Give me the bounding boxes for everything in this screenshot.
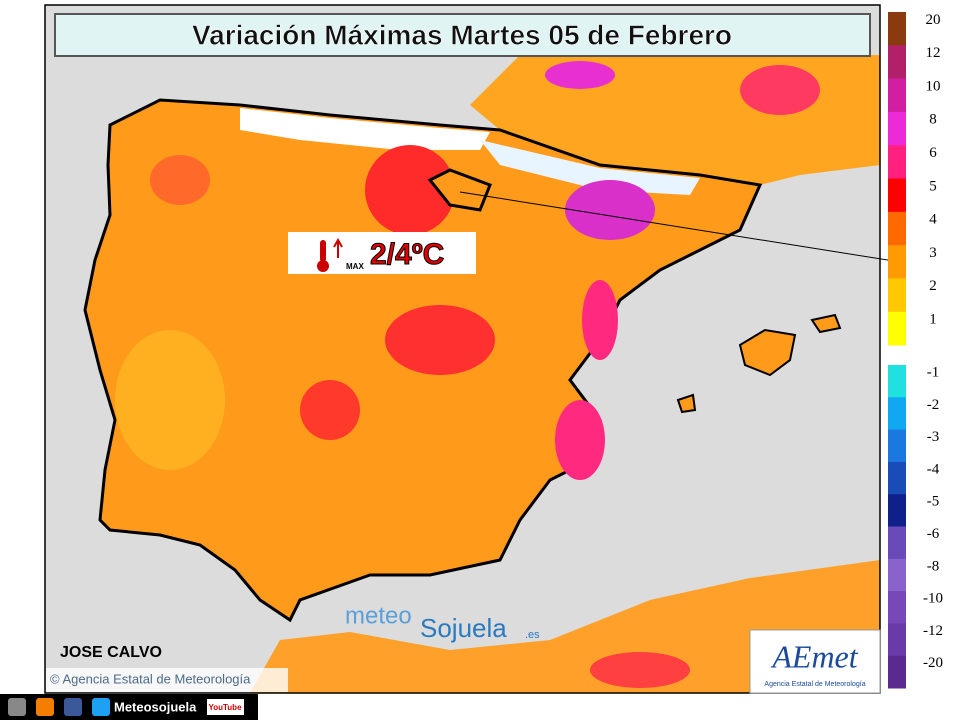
legend-swatch: [888, 245, 906, 279]
legend-swatch: [888, 111, 906, 146]
logo-name: AEmet: [770, 638, 858, 674]
warm-zone: [150, 155, 210, 205]
la-rioja: [427, 168, 492, 212]
legend-swatch: [888, 311, 906, 346]
legend-label: -1: [927, 365, 940, 381]
legend-label: -4: [927, 461, 940, 477]
legend-swatch: [888, 623, 906, 657]
watermark-meteo: meteo: [345, 602, 412, 629]
legend-swatch: [888, 429, 906, 463]
blogger-icon[interactable]: [36, 698, 54, 716]
hot-spot: [590, 652, 690, 688]
title: Variación Máximas Martes 05 de Febrero: [192, 19, 732, 50]
legend-swatch: [888, 145, 906, 179]
legend-label: -10: [923, 591, 943, 607]
legend-label: -20: [923, 655, 943, 671]
hot-spot: [545, 61, 615, 89]
legend-swatch: [888, 494, 906, 527]
legend-label: -12: [923, 623, 943, 639]
legend-label: 6: [929, 145, 937, 161]
youtube-box[interactable]: [207, 699, 244, 715]
map-frame: [44, 4, 881, 694]
legend-swatch: [888, 591, 906, 624]
cold-zone: [480, 140, 700, 195]
legend-swatch: [888, 45, 906, 80]
pointer-line: [459, 191, 901, 263]
hot-spot: [740, 65, 820, 115]
thermometer-bulb: [317, 260, 329, 272]
legend-label: -8: [927, 558, 940, 574]
youtube-label[interactable]: YouTube: [208, 703, 242, 712]
legend-label: 5: [929, 178, 937, 194]
thermometer: [320, 240, 326, 262]
hot-spot: [582, 280, 618, 360]
legend-label: 2: [929, 278, 937, 294]
legend-label: 4: [929, 212, 937, 228]
facebook-icon[interactable]: [64, 698, 82, 716]
menorca: [810, 313, 842, 334]
legend-swatch: [888, 461, 906, 495]
footer-name: Meteosojuela: [114, 699, 197, 714]
copyright-bg: [46, 668, 288, 692]
legend-swatch: [888, 365, 906, 398]
hot-spot: [565, 180, 655, 240]
legend-swatch: [888, 78, 906, 113]
logo-box: [749, 629, 881, 694]
hot-spot: [555, 400, 605, 480]
copyright: © Agencia Estatal de Meteorología: [50, 671, 251, 686]
ibiza: [676, 393, 697, 414]
legend-swatch: [888, 558, 906, 592]
legend-swatch: [888, 211, 906, 246]
instagram-icon[interactable]: [8, 698, 26, 716]
legend-swatch: [888, 655, 906, 689]
legend-label: -5: [927, 494, 940, 510]
legend-label: 12: [926, 45, 941, 61]
author: JOSE CALVO: [60, 644, 162, 661]
legend-label: -2: [927, 397, 940, 413]
color-legend: 20 12 10 8 6 5 4 3 2 1 -1 -2 -3 -4 -5 -6 -8 -10 -12 -20: [888, 12, 943, 689]
legend-label: 10: [926, 78, 941, 94]
logo-subtitle: Agencia Estatal de Meteorología: [764, 681, 865, 688]
hot-spot: [385, 305, 495, 375]
hot-spot: [300, 380, 360, 440]
twitter-icon[interactable]: [92, 698, 110, 716]
legend-label: -6: [927, 526, 940, 542]
africa: [250, 560, 880, 693]
mallorca: [738, 328, 797, 377]
annotation-value: 2/4ºC: [370, 238, 444, 271]
watermark-sojuela: Sojuela: [420, 613, 507, 643]
hot-spot: [365, 145, 455, 235]
legend-swatch: [888, 397, 906, 431]
watermark-domain: .es: [525, 629, 540, 641]
legend-swatch: [888, 526, 906, 560]
up-arrow: [333, 237, 343, 258]
warm-zone: [115, 330, 225, 470]
legend-label: 3: [929, 245, 937, 261]
legend-label: 8: [929, 112, 937, 128]
legend-label: 20: [926, 12, 941, 28]
legend-label: 1: [929, 311, 937, 327]
legend-swatch: [888, 12, 906, 46]
legend-label: -3: [927, 429, 940, 445]
snow-zone: [240, 108, 490, 150]
title-box: [54, 13, 871, 57]
annotation-unit: MAX: [346, 262, 364, 271]
legend-swatch: [888, 178, 906, 213]
legend-swatch: [888, 278, 906, 313]
